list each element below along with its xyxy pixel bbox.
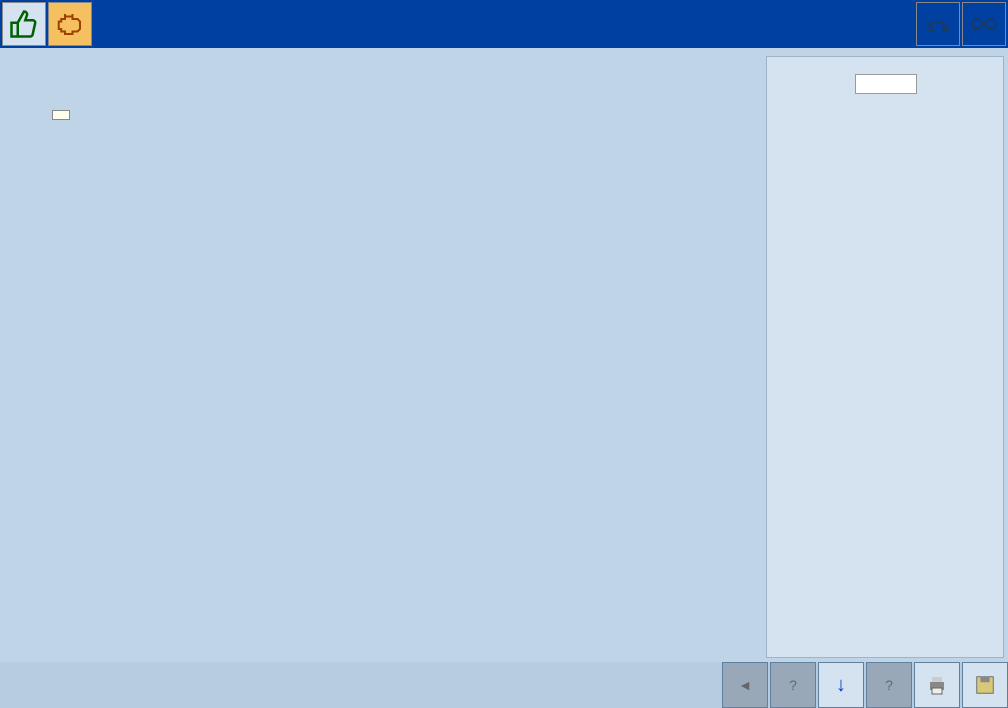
mrot-value (855, 74, 917, 94)
main-area (0, 48, 1008, 662)
help2-button[interactable]: ? (866, 662, 912, 708)
engine-button[interactable] (48, 2, 92, 46)
chart-area (0, 48, 766, 662)
axle-button[interactable] (962, 2, 1006, 46)
disk-icon (974, 674, 996, 696)
title-bar (0, 0, 1008, 48)
help-button[interactable]: ? (770, 662, 816, 708)
printer-icon (925, 673, 949, 697)
page-title (94, 0, 914, 48)
save-button[interactable] (962, 662, 1008, 708)
down-button[interactable]: ↓ (818, 662, 864, 708)
bottom-toolbar: ◄ ? ↓ ? (0, 662, 1008, 708)
print-button[interactable] (914, 662, 960, 708)
chart-legend (52, 110, 70, 120)
vehicle-button[interactable] (916, 2, 960, 46)
prev-button[interactable]: ◄ (722, 662, 768, 708)
topbar-left (0, 0, 94, 48)
mrot-row (775, 73, 995, 95)
dyno-chart (10, 58, 756, 652)
side-panel (766, 56, 1004, 658)
topbar-right (914, 0, 1008, 48)
thumbs-up-button[interactable] (2, 2, 46, 46)
